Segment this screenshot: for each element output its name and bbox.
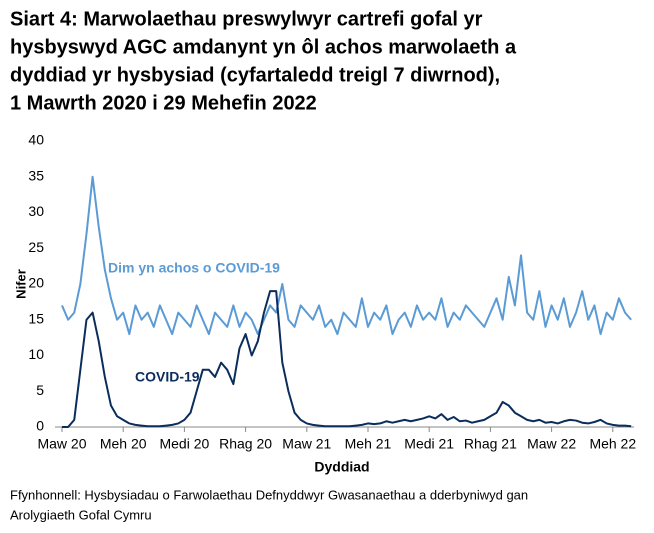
chart-title: hysbyswyd AGC amdanynt yn ôl achos marwo…: [10, 36, 517, 58]
line-series: [61, 175, 632, 336]
y-tick-label: 10: [28, 346, 44, 362]
chart-title: Siart 4: Marwolaethau preswylwyr cartref…: [10, 8, 483, 30]
x-tick-label: Meh 20: [100, 436, 147, 452]
y-tick-label: 25: [28, 239, 44, 255]
x-tick-label: Maw 20: [37, 436, 86, 452]
x-tick-label: Rhag 21: [464, 436, 517, 452]
x-tick-label: Medi 21: [404, 436, 454, 452]
y-tick-label: 15: [28, 310, 44, 326]
y-axis-label: Nifer: [13, 269, 28, 299]
x-axis-label: Dyddiad: [314, 459, 369, 475]
chart-title: 1 Mawrth 2020 i 29 Mehefin 2022: [10, 92, 317, 114]
y-tick-label: 30: [28, 203, 44, 219]
line-series: [62, 290, 632, 428]
y-tick-label: 5: [36, 382, 44, 398]
x-tick-label: Maw 22: [527, 436, 576, 452]
chart-title: dyddiad yr hysbysiad (cyfartaledd treigl…: [10, 64, 500, 86]
y-tick-label: 40: [28, 132, 44, 148]
x-tick-label: Meh 21: [345, 436, 392, 452]
y-tick-label: 0: [36, 418, 44, 434]
source: Arolygiaeth Gofal Cymru: [10, 507, 152, 522]
y-tick-label: 20: [28, 275, 44, 291]
x-tick-label: Meh 22: [589, 436, 636, 452]
source: Ffynhonnell: Hysbysiadau o Farwolaethau …: [10, 487, 528, 502]
x-tick-label: Medi 20: [159, 436, 209, 452]
series-label: Dim yn achos o COVID-19: [108, 260, 280, 276]
x-tick-label: Rhag 20: [219, 436, 272, 452]
x-tick-label: Maw 21: [282, 436, 331, 452]
y-tick-label: 35: [28, 167, 44, 183]
series-label: COVID-19: [135, 369, 200, 385]
